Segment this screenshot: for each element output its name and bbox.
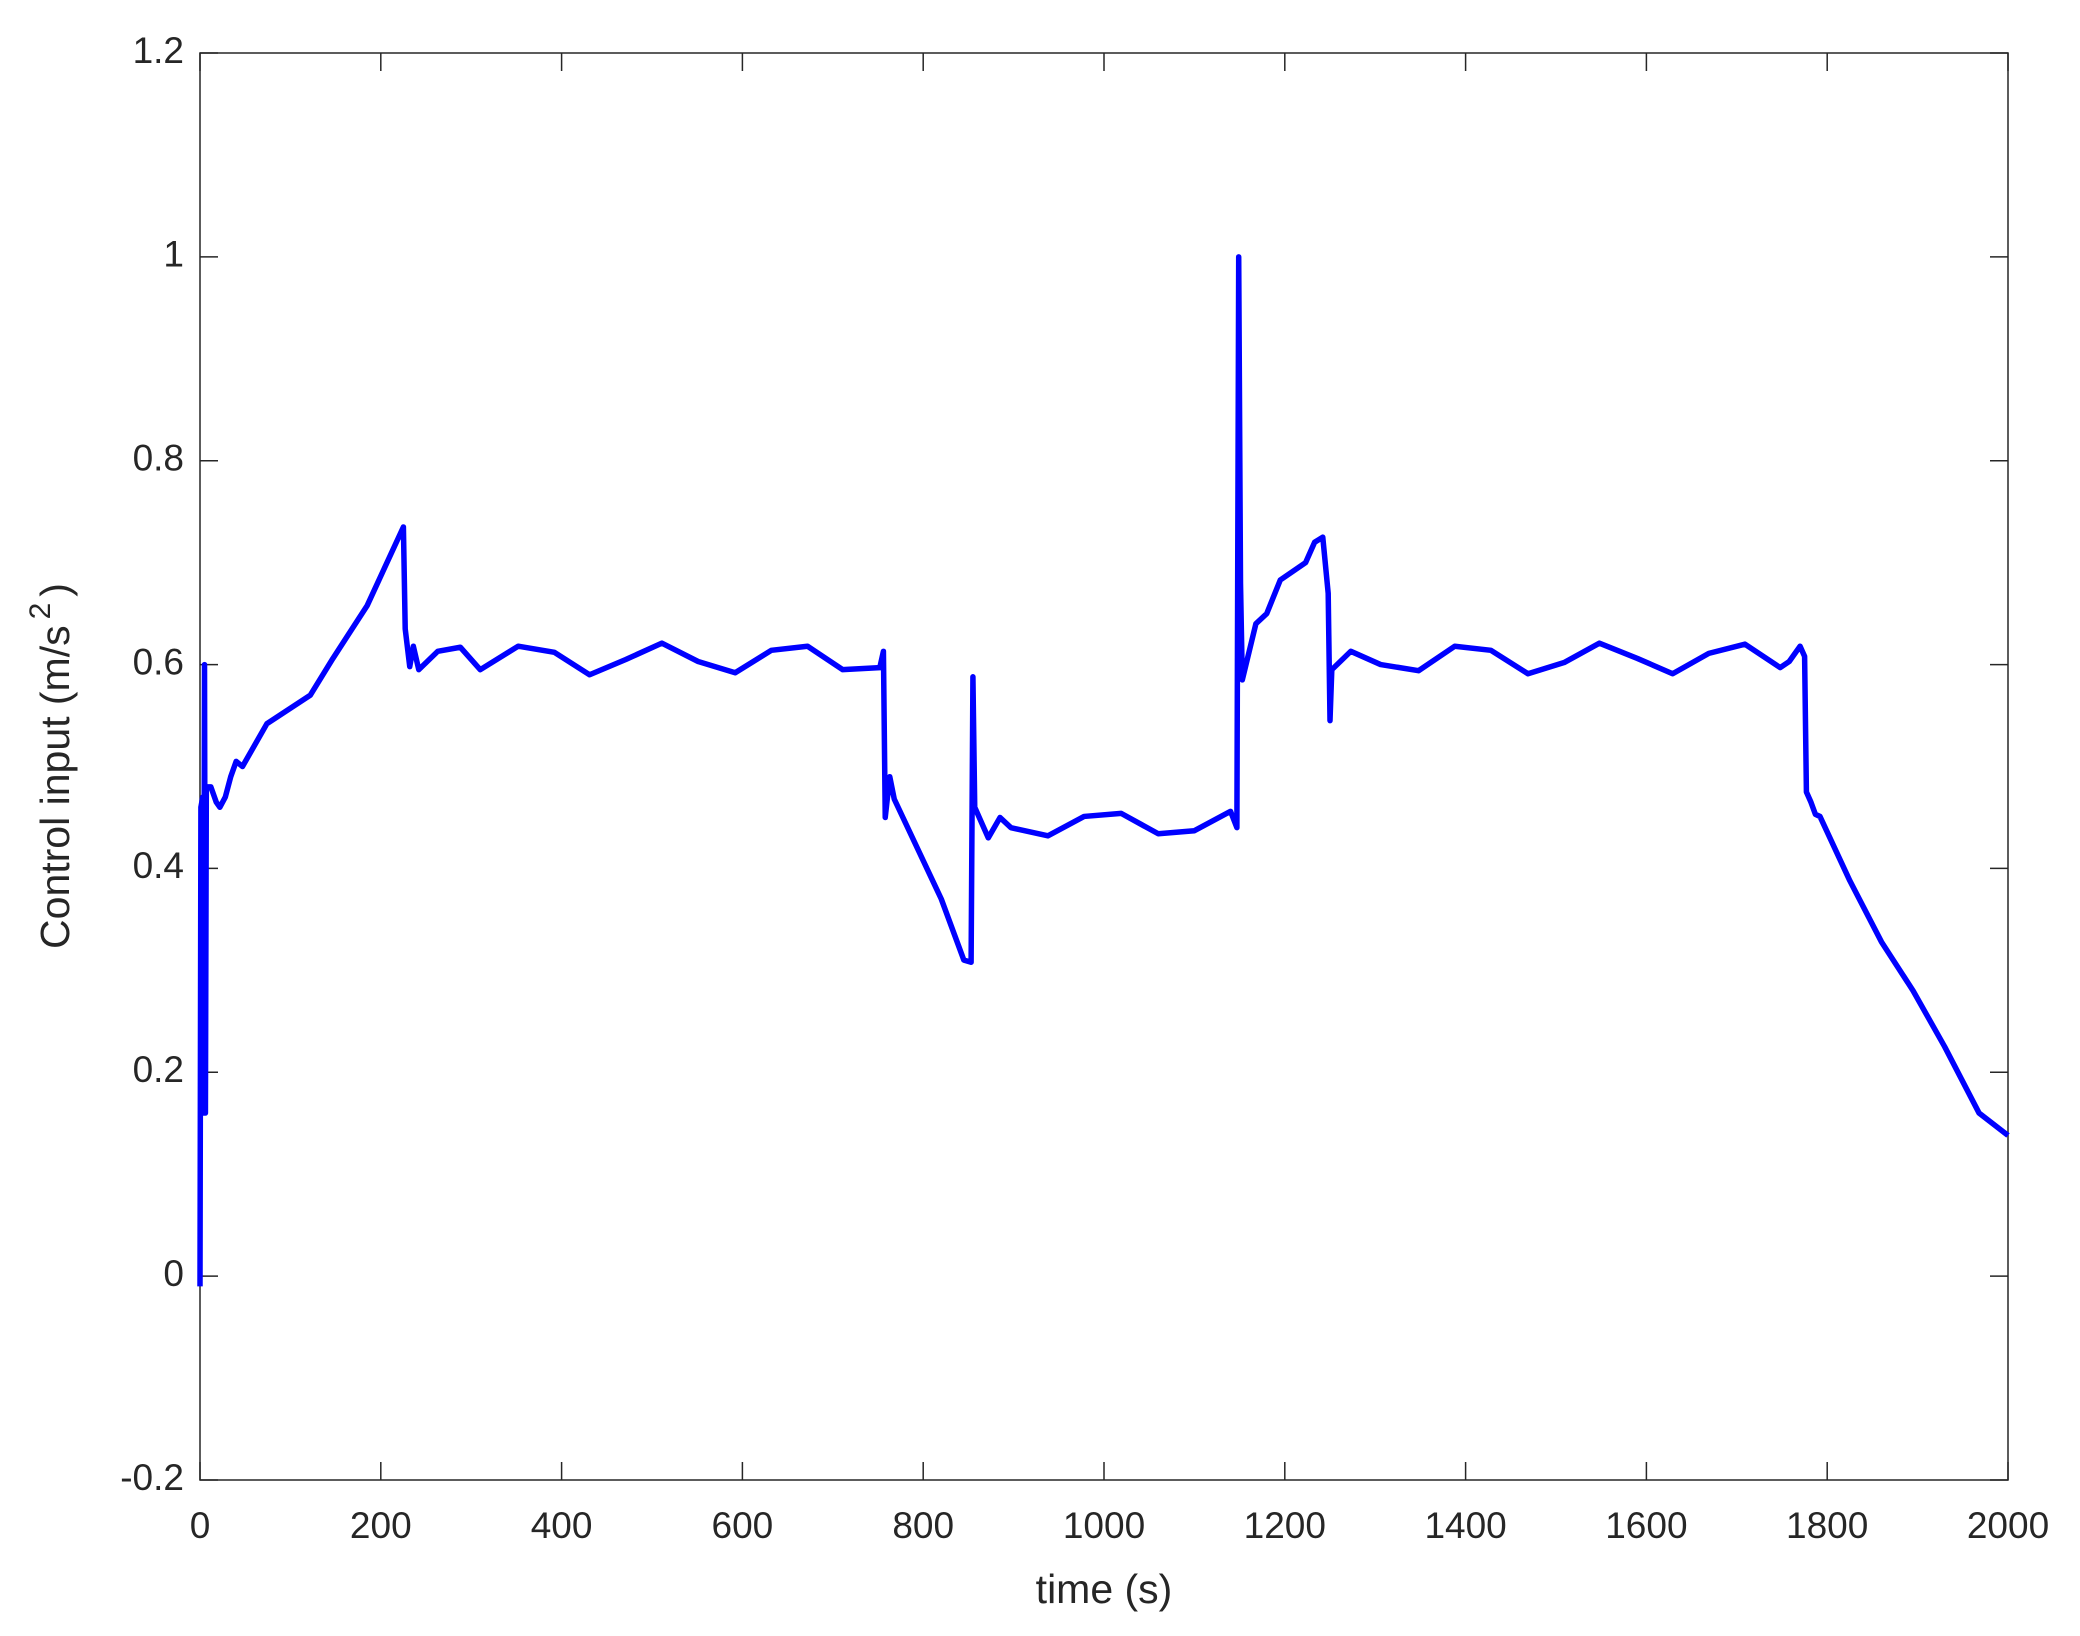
x-tick-label: 800 [892, 1505, 954, 1546]
y-axis-label-close: ) [32, 583, 78, 597]
y-tick-label: 1.2 [133, 30, 184, 71]
x-tick-label: 200 [350, 1505, 412, 1546]
x-tick-label: 400 [531, 1505, 593, 1546]
y-tick-label: 0.2 [133, 1049, 184, 1090]
y-axis-label: Control input (m/s 2) [24, 583, 78, 949]
x-tick-label: 1200 [1244, 1505, 1326, 1546]
y-tick-label: 0.8 [133, 437, 184, 478]
y-tick-label: 0.4 [133, 845, 184, 886]
y-axis-label-sup: 2 [24, 603, 57, 620]
plot-frame [199, 52, 2009, 1481]
x-tick-label: 600 [712, 1505, 774, 1546]
x-tick-label: 1600 [1605, 1505, 1687, 1546]
x-axis-label: time (s) [1036, 1566, 1173, 1612]
x-tick-label: 1800 [1786, 1505, 1868, 1546]
y-tick-label: 0.6 [133, 641, 184, 682]
x-tick-label: 1400 [1424, 1505, 1506, 1546]
y-tick-label: -0.2 [120, 1457, 184, 1498]
y-tick-label: 1 [163, 234, 184, 275]
data-line [197, 254, 2010, 1287]
y-axis-label-text: Control input (m/s [32, 625, 78, 949]
x-tick-label: 2000 [1967, 1505, 2049, 1546]
x-tick-label: 1000 [1063, 1505, 1145, 1546]
y-tick-label: 0 [163, 1253, 184, 1294]
x-tick-label: 0 [190, 1505, 211, 1546]
